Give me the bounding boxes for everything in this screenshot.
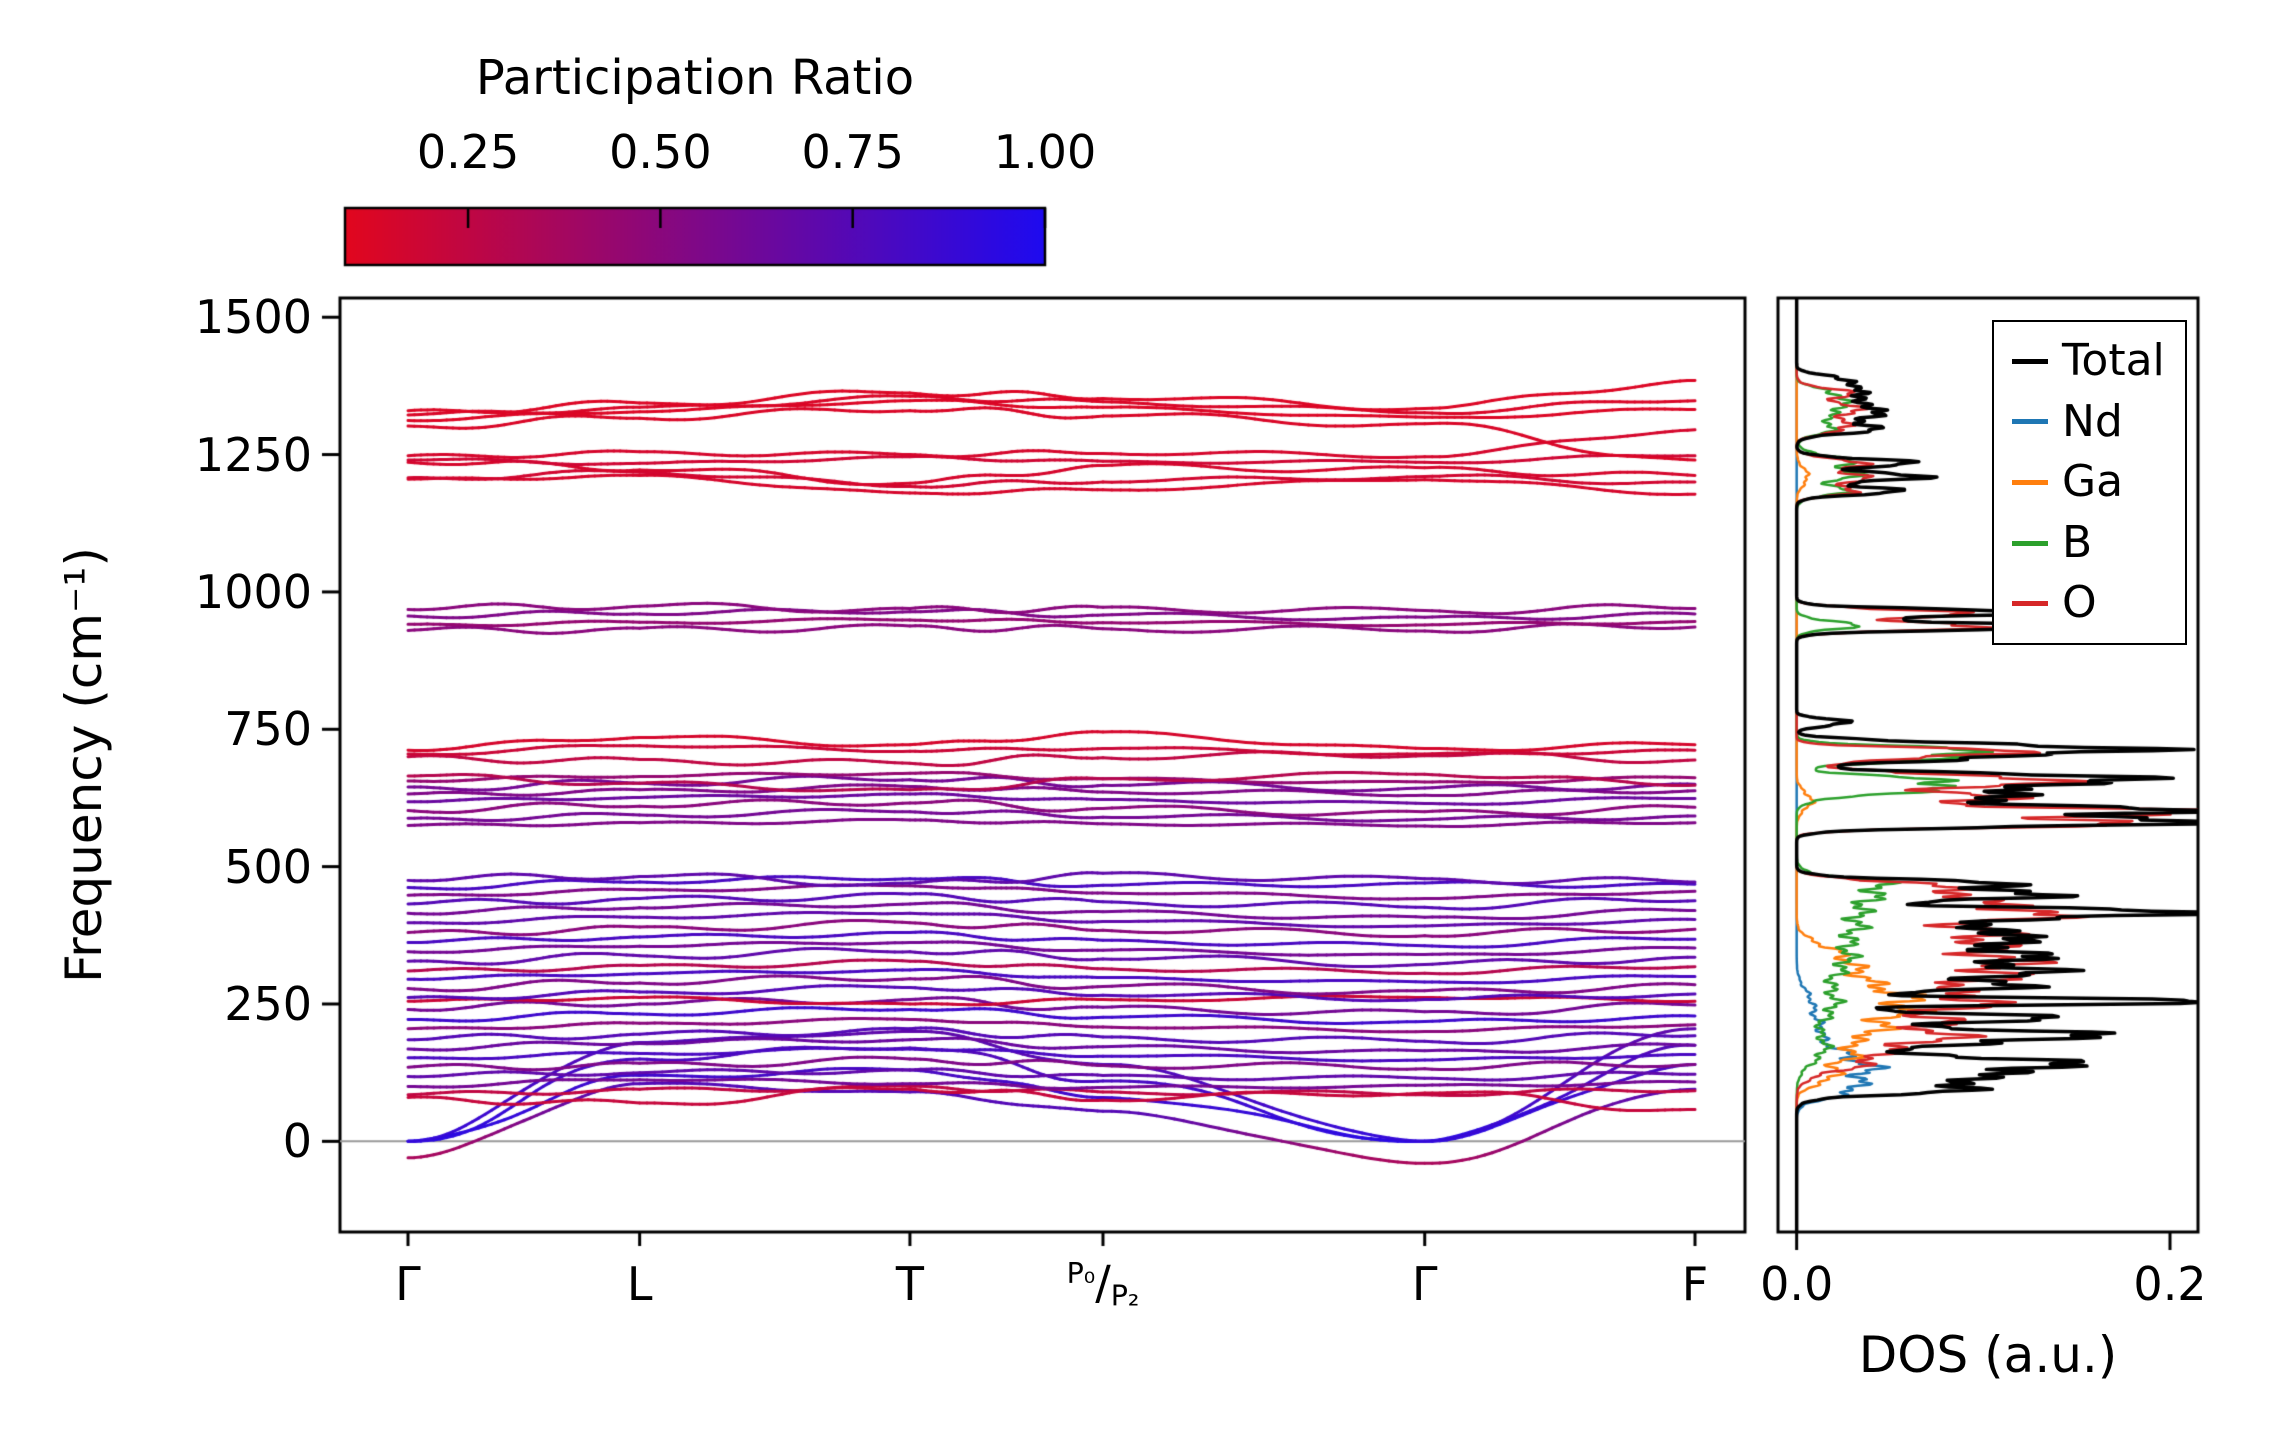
o-line-icon xyxy=(2012,601,2048,607)
legend-label: Ga xyxy=(2062,456,2124,508)
y-tick-label: 1250 xyxy=(194,427,312,482)
nd-line-icon xyxy=(2012,419,2048,425)
colorbar-tick-label: 1.00 xyxy=(993,125,1097,179)
ga-line-icon xyxy=(2012,479,2048,485)
legend-label: Nd xyxy=(2062,395,2123,447)
k-tick-label: F xyxy=(1681,1257,1709,1311)
y-tick-label: 250 xyxy=(224,976,312,1031)
k-tick-label: T xyxy=(895,1257,924,1311)
b-line-icon xyxy=(2012,540,2048,546)
legend-item-nd: Nd xyxy=(2012,395,2165,448)
dos-tick-label: 0.2 xyxy=(2133,1257,2207,1311)
k-tick-label: Γ xyxy=(395,1257,421,1311)
k-tick-label: L xyxy=(626,1257,653,1311)
legend-item-ga: Ga xyxy=(2012,457,2165,508)
y-tick-label: 1000 xyxy=(194,564,312,619)
colorbar-tick-label: 0.75 xyxy=(801,125,904,179)
colorbar-tick-label: 0.50 xyxy=(609,125,712,179)
dos-tick-label: 0.0 xyxy=(1760,1257,1834,1311)
legend-label: Total xyxy=(2062,335,2165,386)
y-tick-label: 500 xyxy=(224,839,312,894)
legend: Total Nd Ga B O xyxy=(1992,320,2187,645)
dos-axis-label: DOS (a.u.) xyxy=(1858,1326,2118,1384)
colorbar-tick-label: 0.25 xyxy=(416,125,520,179)
k-tick-label: Γ xyxy=(1411,1257,1438,1311)
total-line-icon xyxy=(2012,358,2048,364)
legend-item-o: O xyxy=(2012,578,2165,629)
legend-item-b: B xyxy=(2012,516,2165,569)
y-tick-label: 750 xyxy=(224,702,312,757)
k-tick-label: P₀/P₂ xyxy=(1066,1255,1140,1313)
legend-label: B xyxy=(2062,516,2093,568)
legend-label: O xyxy=(2062,577,2097,629)
y-tick-label: 0 xyxy=(282,1114,312,1169)
legend-item-total: Total xyxy=(2012,335,2165,387)
y-axis-label: Frequency (cm⁻¹) xyxy=(55,547,113,983)
colorbar-title: Participation Ratio xyxy=(475,50,915,106)
y-tick-label: 1500 xyxy=(194,290,312,345)
